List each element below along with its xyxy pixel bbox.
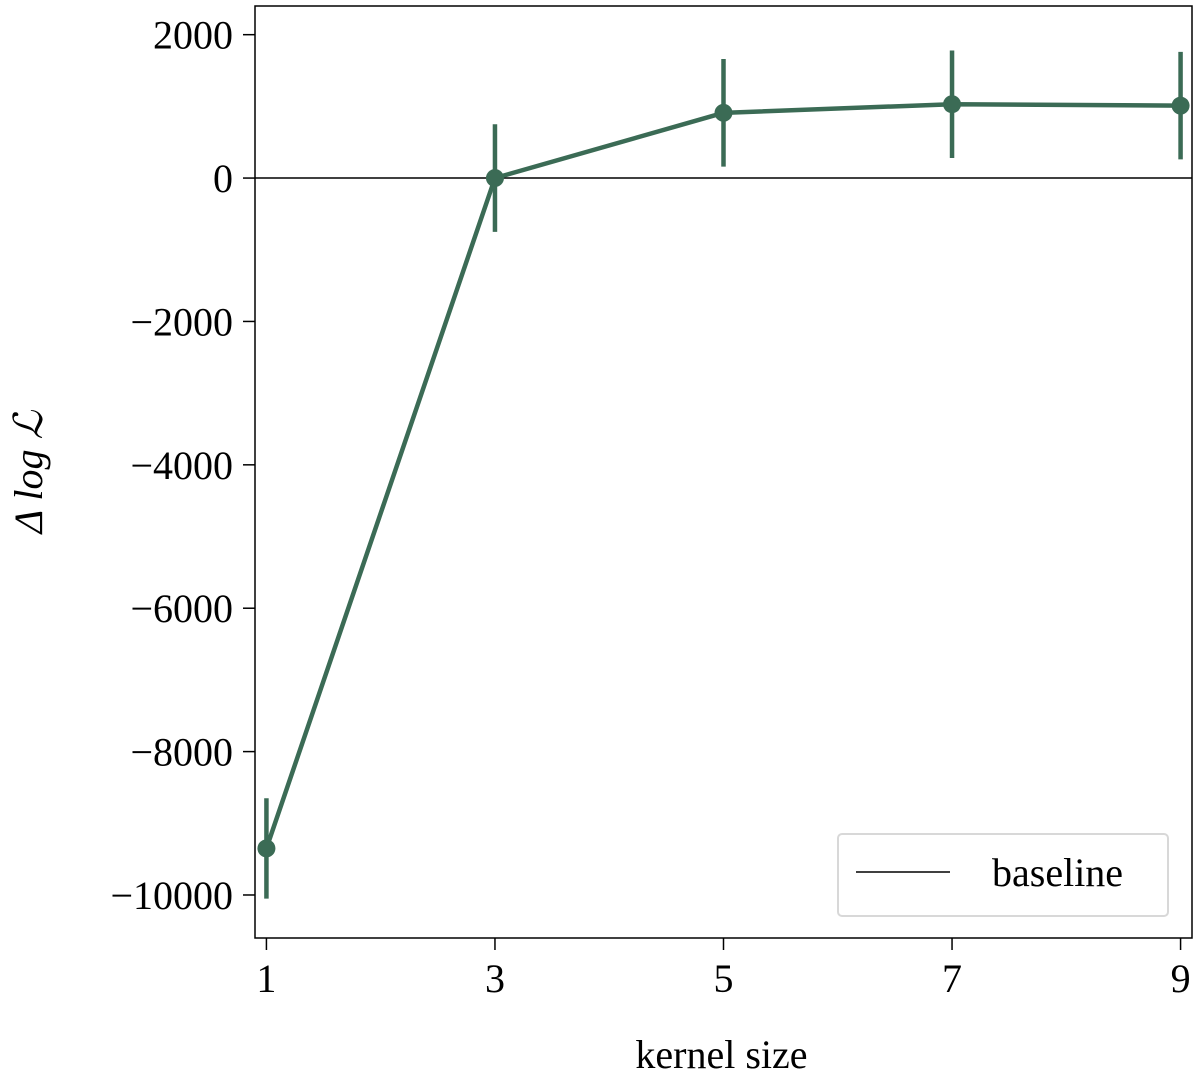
x-axis-label: kernel size xyxy=(635,1032,807,1076)
data-point xyxy=(485,169,504,188)
x-tick-label: 1 xyxy=(256,956,276,1001)
series-line xyxy=(264,101,1181,850)
y-tick-label: −6000 xyxy=(130,586,233,631)
x-tick-label: 7 xyxy=(942,956,962,1001)
x-tick-label: 3 xyxy=(485,956,505,1001)
x-tick-label: 5 xyxy=(714,956,734,1001)
y-tick-label: 2000 xyxy=(153,13,233,58)
y-tick-label: −2000 xyxy=(130,299,233,344)
legend: baseline xyxy=(837,833,1169,917)
y-tick-label: −4000 xyxy=(130,443,233,488)
y-tick-label: −8000 xyxy=(130,730,233,775)
y-tick-label: −10000 xyxy=(110,873,233,918)
series-layer xyxy=(255,50,1192,899)
data-point xyxy=(714,103,733,122)
x-tick-label: 9 xyxy=(1171,956,1191,1001)
data-point xyxy=(1171,96,1190,115)
data-point xyxy=(257,839,276,858)
y-tick-label: 0 xyxy=(213,156,233,201)
data-point xyxy=(943,95,962,114)
legend-baseline-label: baseline xyxy=(992,850,1123,895)
legend-box xyxy=(837,833,1169,917)
axes-layer: 2000 0 −2000 −4000 −6000 −8000 −10000 1 3 5 7 9 kern… xyxy=(6,5,1193,1076)
y-axis-label: Δ log ℒ xyxy=(6,409,51,535)
